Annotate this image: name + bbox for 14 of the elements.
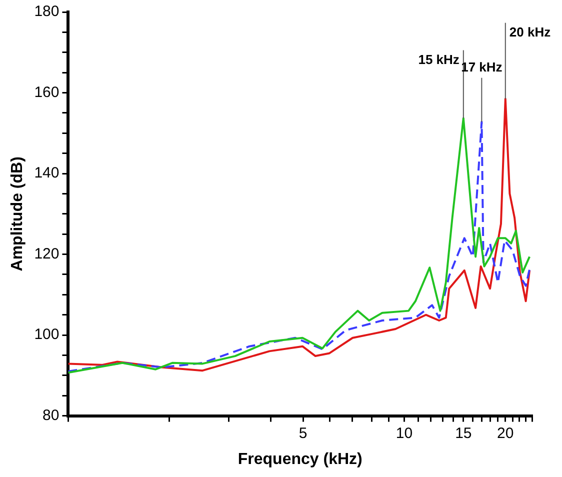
y-tick-label: 180 bbox=[34, 3, 60, 20]
y-tick-label: 140 bbox=[34, 164, 60, 182]
annotation: 20 kHz bbox=[509, 24, 552, 40]
x-tick-label: 15 bbox=[455, 424, 472, 442]
y-tick-label: 80 bbox=[42, 406, 60, 424]
y-tick-label: 120 bbox=[34, 245, 60, 262]
y-axis-title: Amplitude (dB) bbox=[9, 156, 26, 272]
x-tick-label: 5 bbox=[298, 424, 308, 442]
y-tick-label: 160 bbox=[34, 84, 60, 101]
annotation: 15 kHz bbox=[418, 52, 460, 67]
x-axis-title: Frequency (kHz) bbox=[238, 450, 362, 468]
y-tick-label: 100 bbox=[34, 326, 60, 344]
x-tick-label: 10 bbox=[396, 424, 413, 442]
x-tick-label: 20 bbox=[497, 424, 514, 442]
